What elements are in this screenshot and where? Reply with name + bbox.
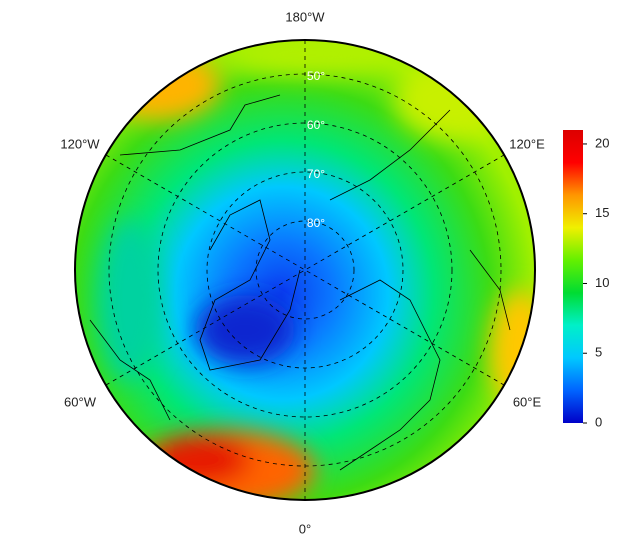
- longitude-label: 0°: [299, 521, 311, 536]
- latitude-label: 60°: [307, 118, 325, 132]
- longitude-label: 120°W: [60, 136, 100, 151]
- colorbar: [563, 130, 583, 423]
- latitude-label: 70°: [307, 167, 325, 181]
- latitude-label: 50°: [307, 69, 325, 83]
- map-border: [74, 39, 536, 501]
- colorbar-tick-label: 10: [595, 275, 609, 290]
- longitude-label: 180°W: [285, 9, 325, 24]
- latitude-label: 80°: [307, 216, 325, 230]
- colorbar-tick-label: 0: [595, 414, 602, 429]
- graticule: [105, 40, 505, 500]
- colorbar-tick-label: 20: [595, 135, 609, 150]
- longitude-label: 120°E: [509, 136, 545, 151]
- longitude-label: 60°W: [64, 394, 97, 409]
- longitude-label: 60°E: [513, 394, 542, 409]
- colorbar-tick-label: 15: [595, 205, 609, 220]
- data-field: [75, 40, 535, 500]
- colorbar-tick-label: 5: [595, 345, 602, 360]
